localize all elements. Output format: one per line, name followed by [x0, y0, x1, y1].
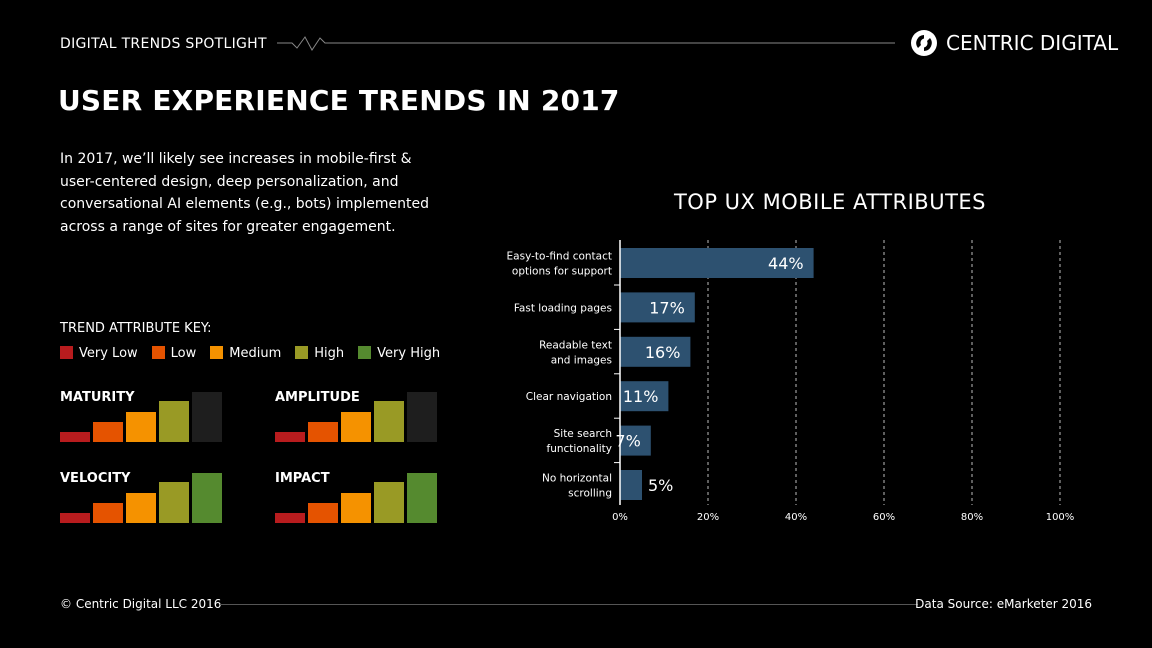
- category-label: functionality: [547, 443, 613, 455]
- swatch: [60, 346, 73, 359]
- tick-label: 60%: [873, 512, 895, 523]
- key-item: Very Low: [60, 346, 138, 361]
- category-label: Readable text: [539, 339, 612, 351]
- key-label: High: [314, 346, 345, 361]
- level-bar: [275, 513, 305, 523]
- category-label: Fast loading pages: [514, 302, 612, 314]
- level-bar: [275, 432, 305, 442]
- attribute-title: AMPLITUDE: [275, 390, 360, 405]
- key-item: Medium: [210, 346, 281, 361]
- key-item: High: [295, 346, 344, 361]
- trend-key: Very Low Low Medium High Very High: [60, 346, 440, 361]
- level-bar: [60, 513, 90, 523]
- level-bar: [192, 473, 222, 523]
- level-bar: [374, 482, 404, 523]
- level-bar: [126, 493, 156, 523]
- tick-label: 20%: [697, 512, 719, 523]
- data-label: 11%: [623, 387, 659, 406]
- category-label: scrolling: [568, 488, 612, 500]
- bar: [620, 248, 814, 278]
- header-divider: [277, 36, 895, 51]
- attribute-title: MATURITY: [60, 390, 135, 405]
- swatch: [358, 346, 372, 359]
- category-label: Clear navigation: [526, 391, 612, 403]
- bar: [620, 292, 695, 323]
- category-label: and images: [551, 354, 612, 366]
- tick-label: 40%: [785, 512, 807, 523]
- level-bar: [60, 432, 90, 442]
- tick-label: 100%: [1046, 512, 1075, 523]
- attribute-title: IMPACT: [275, 471, 330, 486]
- page-title: USER EXPERIENCE TRENDS IN 2017: [58, 84, 620, 117]
- data-label: 5%: [648, 476, 673, 495]
- key-label: Very High: [377, 346, 441, 361]
- key-title: TREND ATTRIBUTE KEY:: [60, 321, 212, 336]
- data-label: 7%: [615, 432, 640, 451]
- key-item: Low: [151, 346, 197, 361]
- level-bar: [308, 422, 338, 442]
- category-label: options for support: [512, 266, 612, 278]
- level-bar: [407, 473, 437, 523]
- level-bar: [126, 412, 156, 442]
- level-bar: [159, 482, 189, 523]
- footer-divider: [220, 604, 918, 605]
- swatch: [210, 346, 224, 359]
- data-source: Data Source: eMarketer 2016: [915, 597, 1092, 611]
- key-label: Medium: [229, 346, 282, 361]
- level-bar: [93, 503, 123, 523]
- chart-title: TOP UX MOBILE ATTRIBUTES: [673, 190, 987, 214]
- data-label: 16%: [645, 343, 681, 362]
- bar: [620, 381, 669, 412]
- brand-name: CENTRIC DIGITAL: [946, 31, 1119, 55]
- level-bar: [308, 503, 338, 523]
- brand-logo: CENTRIC DIGITAL: [910, 29, 1118, 57]
- bar: [620, 425, 651, 456]
- level-bar: [192, 392, 222, 442]
- tick-label: 0%: [612, 512, 628, 523]
- intro-text: In 2017, we’ll likely see increases in m…: [60, 151, 429, 235]
- data-label: 44%: [768, 254, 804, 273]
- key-item: Very High: [358, 346, 440, 361]
- copyright: © Centric Digital LLC 2016: [60, 597, 222, 611]
- bar: [620, 336, 691, 367]
- key-label: Low: [170, 346, 197, 361]
- level-bar: [341, 493, 371, 523]
- category-label: Site search: [554, 428, 612, 440]
- level-bar: [93, 422, 123, 442]
- category-label: No horizontal: [542, 473, 612, 485]
- logo-icon: [911, 30, 937, 56]
- level-bar: [374, 401, 404, 442]
- tick-label: 80%: [961, 512, 983, 523]
- level-bar: [407, 392, 437, 442]
- bar: [620, 470, 642, 500]
- key-label: Very Low: [79, 346, 138, 361]
- category-label: Easy-to-find contact: [507, 251, 612, 263]
- swatch: [151, 346, 165, 359]
- swatch: [295, 346, 309, 359]
- data-label: 17%: [649, 298, 685, 317]
- level-bar: [159, 401, 189, 442]
- section-label: DIGITAL TRENDS SPOTLIGHT: [60, 36, 267, 52]
- attribute-title: VELOCITY: [60, 471, 131, 486]
- level-bar: [341, 412, 371, 442]
